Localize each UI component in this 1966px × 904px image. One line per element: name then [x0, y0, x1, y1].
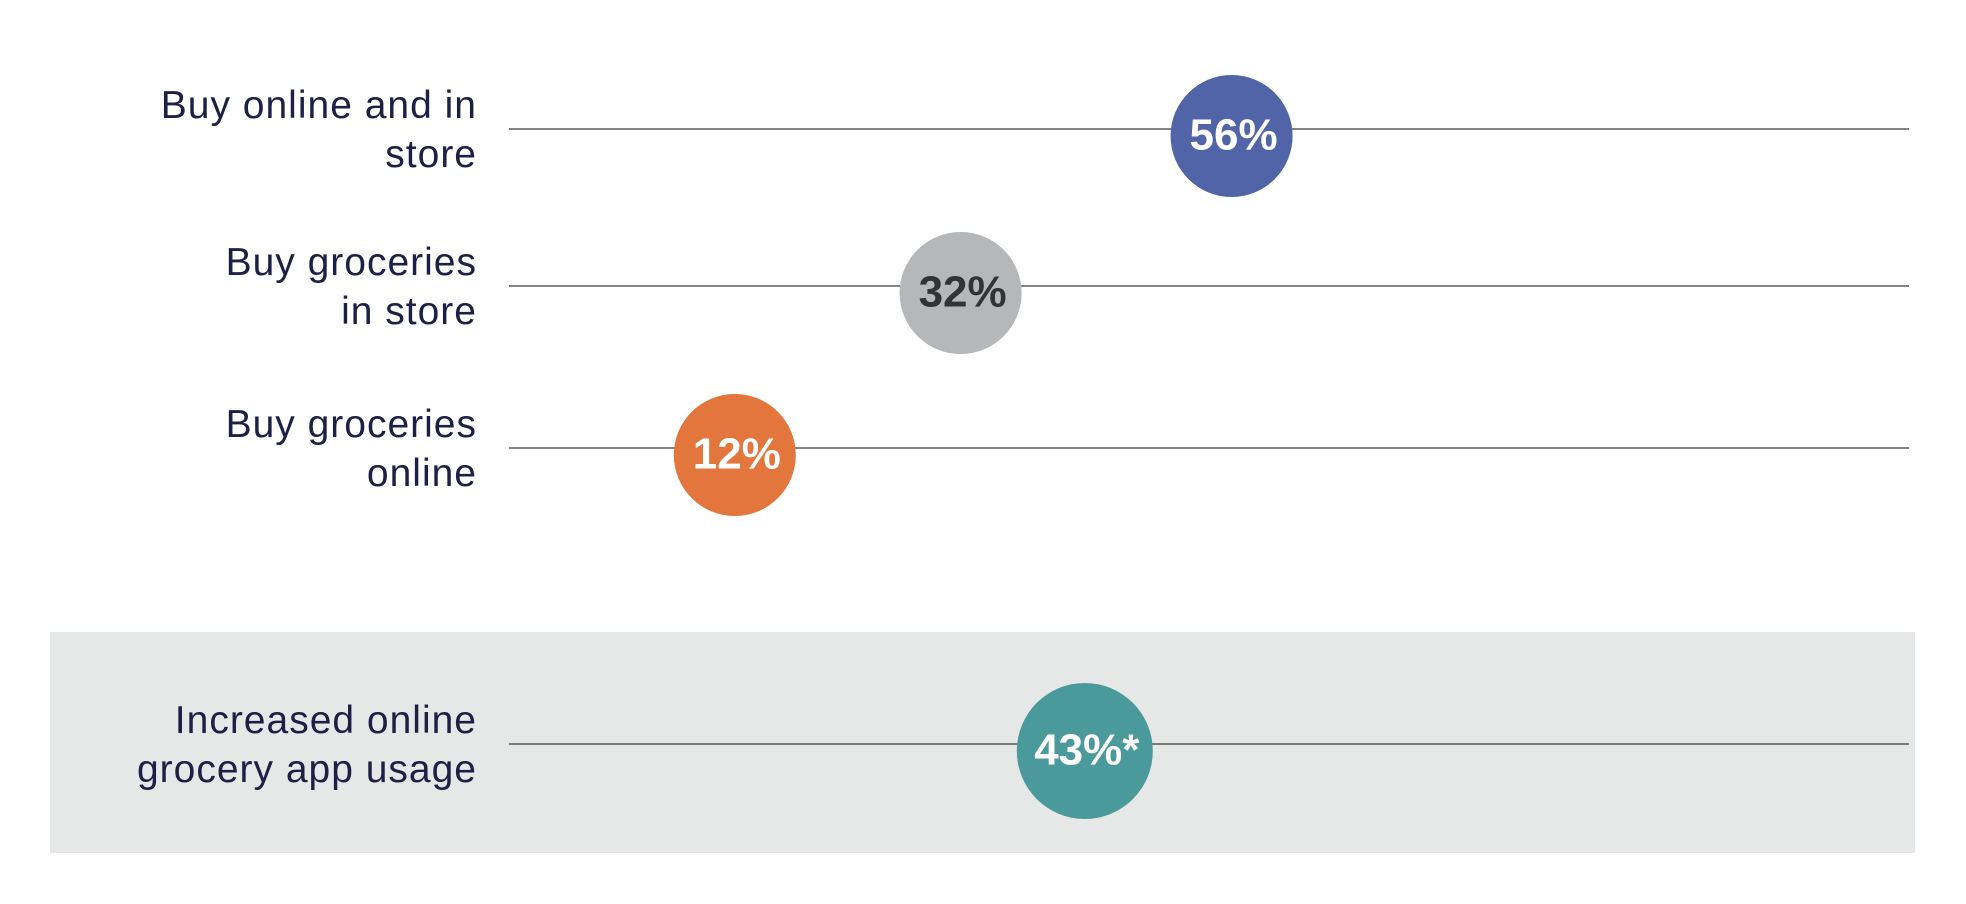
dot	[673, 394, 796, 516]
value-label: 56%	[1190, 111, 1278, 160]
dot	[1170, 75, 1293, 197]
value-label: 43%*	[1034, 726, 1140, 775]
category-label: Increased online grocery app usage	[136, 699, 477, 791]
value-label: 32%	[919, 268, 1007, 317]
dot	[1016, 683, 1153, 819]
category-label: Buy groceries online	[225, 403, 477, 495]
dot	[899, 232, 1022, 354]
category-label: Buy groceries in store	[225, 241, 477, 333]
value-label: 12%	[693, 430, 781, 479]
highlight-band	[50, 632, 1915, 853]
category-label: Buy online and in store	[160, 84, 477, 176]
